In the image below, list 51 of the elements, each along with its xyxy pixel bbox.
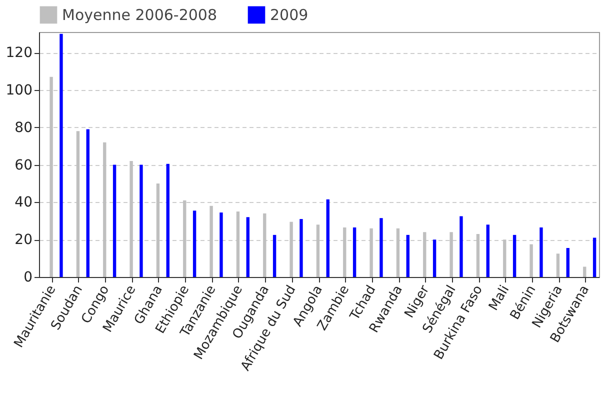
- bar: [512, 234, 516, 277]
- bar: [556, 254, 560, 277]
- bar: [450, 232, 453, 277]
- bar: [112, 164, 116, 277]
- bar: [60, 34, 63, 277]
- bar: [432, 240, 436, 277]
- bar: [316, 224, 320, 277]
- bar: [396, 228, 400, 277]
- bar: [352, 227, 356, 277]
- bar: [130, 161, 133, 277]
- y-tick-label: 120: [6, 45, 32, 62]
- legend-label: Moyenne 2006-2008: [62, 6, 217, 24]
- bar: [540, 227, 543, 277]
- y-tick-label: 80: [14, 120, 32, 136]
- bar: [76, 131, 80, 277]
- y-tick-label: 60: [14, 157, 32, 174]
- bar: [103, 142, 106, 277]
- bar: [272, 234, 276, 277]
- bar: [156, 183, 160, 277]
- bar: [530, 244, 533, 277]
- bar: [326, 199, 330, 277]
- bar: [566, 248, 570, 277]
- bar: [192, 210, 196, 277]
- bar: [210, 206, 213, 277]
- bar: [583, 266, 586, 277]
- bar: [380, 218, 383, 277]
- bar: [246, 217, 250, 277]
- bar: [486, 224, 490, 277]
- bar: [343, 227, 346, 277]
- bar: [220, 212, 223, 277]
- bar: [300, 219, 303, 277]
- bar: [86, 129, 90, 277]
- y-tick-label: 0: [24, 270, 32, 286]
- bar: [460, 216, 463, 277]
- bar: [370, 228, 373, 277]
- bar: [476, 234, 480, 277]
- bar: [503, 240, 506, 277]
- bar: [592, 238, 596, 277]
- y-tick-label: 40: [14, 194, 32, 211]
- y-tick-label: 100: [6, 82, 32, 98]
- bar: [406, 234, 410, 277]
- bar: [183, 200, 186, 277]
- bar: [263, 213, 266, 277]
- y-tick-label: 20: [14, 232, 32, 248]
- bar: [423, 232, 426, 277]
- bar: [290, 222, 293, 277]
- bar: [50, 76, 53, 277]
- bar: [236, 212, 240, 277]
- legend-label: 2009: [270, 6, 308, 24]
- bar: [166, 164, 170, 277]
- bar: [140, 164, 143, 277]
